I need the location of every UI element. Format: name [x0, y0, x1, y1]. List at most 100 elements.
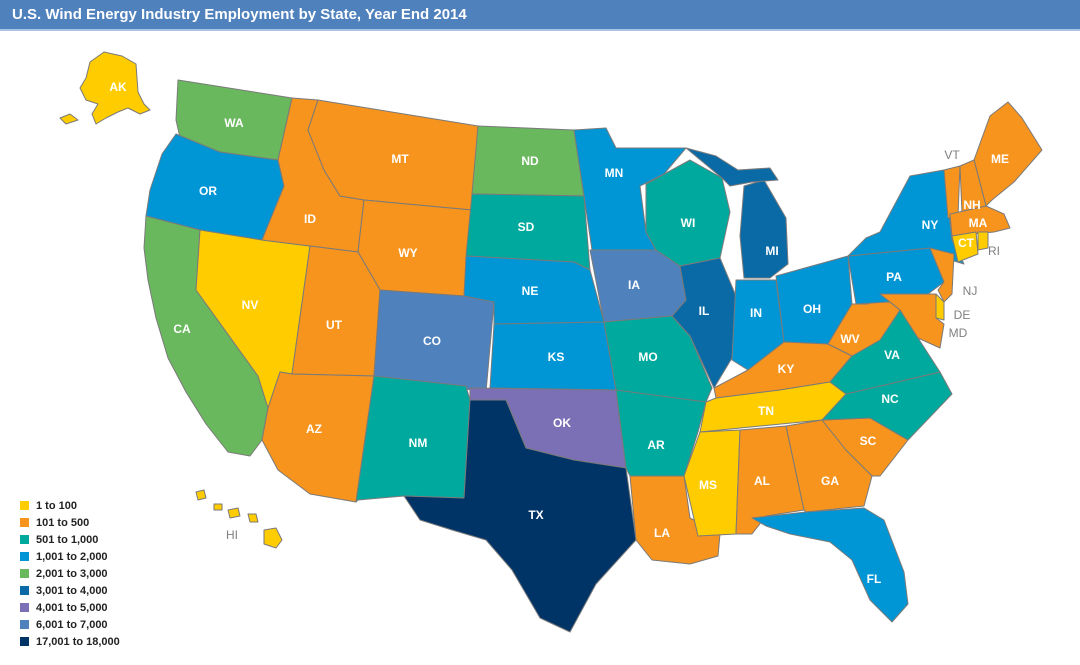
state-label-ia: IA: [628, 278, 640, 292]
state-shape-ms: [683, 429, 741, 537]
state-label-ks: KS: [548, 350, 565, 364]
state-co: [373, 289, 495, 393]
legend-item: 4,001 to 5,000: [20, 599, 120, 616]
state-shape-hi: [247, 513, 259, 523]
state-label-ri: RI: [988, 244, 1000, 258]
state-label-sd: SD: [518, 220, 535, 234]
state-shape-mi: [739, 179, 789, 279]
state-label-ny: NY: [922, 218, 939, 232]
legend-item: 6,001 to 7,000: [20, 616, 120, 633]
state-shape-hi: [227, 507, 241, 519]
legend-swatch: [20, 620, 29, 629]
state-shape-mi: [685, 147, 779, 187]
state-ct: [951, 231, 979, 263]
state-label-md: MD: [949, 326, 968, 340]
state-shape-md: [879, 293, 945, 349]
state-shape-ak: [59, 113, 79, 125]
state-label-nc: NC: [881, 392, 899, 406]
state-shape-co: [373, 289, 495, 393]
state-label-de: DE: [954, 308, 971, 322]
legend-label: 101 to 500: [36, 516, 90, 529]
state-tx: [403, 399, 637, 633]
legend-swatch: [20, 637, 29, 646]
legend-item: 2,001 to 3,000: [20, 565, 120, 582]
legend-label: 501 to 1,000: [36, 533, 99, 546]
state-label-ms: MS: [699, 478, 717, 492]
state-label-az: AZ: [306, 422, 322, 436]
state-label-ct: CT: [958, 236, 975, 250]
state-label-nh: NH: [963, 198, 980, 212]
state-shape-az: [261, 371, 375, 503]
state-label-nm: NM: [409, 436, 428, 450]
state-label-pa: PA: [886, 270, 902, 284]
state-label-ok: OK: [553, 416, 571, 430]
legend-swatch: [20, 603, 29, 612]
state-label-ky: KY: [778, 362, 795, 376]
state-label-ne: NE: [522, 284, 539, 298]
state-label-il: IL: [699, 304, 710, 318]
legend-item: 501 to 1,000: [20, 531, 120, 548]
state-label-mt: MT: [391, 152, 409, 166]
state-label-ma: MA: [969, 216, 988, 230]
state-label-nv: NV: [242, 298, 259, 312]
state-label-ga: GA: [821, 474, 839, 488]
state-label-nj: NJ: [963, 284, 978, 298]
legend-label: 17,001 to 18,000: [36, 635, 120, 648]
state-ak: [59, 51, 151, 125]
state-md: [879, 293, 945, 349]
state-label-mn: MN: [605, 166, 624, 180]
state-label-tx: TX: [528, 508, 543, 522]
state-az: [261, 371, 375, 503]
state-label-wy: WY: [398, 246, 417, 260]
state-shape-hi: [213, 503, 223, 511]
state-mn: [573, 127, 687, 251]
legend-label: 3,001 to 4,000: [36, 584, 108, 597]
state-label-la: LA: [654, 526, 670, 540]
state-label-ak: AK: [109, 80, 127, 94]
state-hi: [195, 489, 283, 549]
state-label-co: CO: [423, 334, 441, 348]
state-shape-fl: [751, 507, 909, 623]
state-shape-ri: [977, 231, 989, 251]
legend-label: 6,001 to 7,000: [36, 618, 108, 631]
state-label-ut: UT: [326, 318, 343, 332]
state-shape-ct: [951, 231, 979, 263]
state-label-hi: HI: [226, 528, 238, 542]
legend-item: 101 to 500: [20, 514, 120, 531]
state-label-fl: FL: [867, 572, 882, 586]
state-label-in: IN: [750, 306, 762, 320]
state-label-ar: AR: [647, 438, 665, 452]
legend-label: 4,001 to 5,000: [36, 601, 108, 614]
map-title: U.S. Wind Energy Industry Employment by …: [12, 6, 467, 23]
legend-item: 1 to 100: [20, 497, 120, 514]
state-shape-mn: [573, 127, 687, 251]
state-label-ca: CA: [173, 322, 191, 336]
state-shape-hi: [195, 489, 207, 501]
state-mi: [685, 147, 789, 279]
state-shape-ak: [79, 51, 151, 125]
state-label-wi: WI: [681, 216, 696, 230]
state-fl: [751, 507, 909, 623]
state-label-al: AL: [754, 474, 770, 488]
state-label-tn: TN: [758, 404, 774, 418]
state-shape-hi: [263, 527, 283, 549]
state-label-oh: OH: [803, 302, 821, 316]
legend-swatch: [20, 552, 29, 561]
legend-label: 1 to 100: [36, 499, 77, 512]
state-ri: [977, 231, 989, 251]
us-map: AK HI WA OR CA NV ID MT WY UT AZ CO NM ND SD NE KS OK TX MN…: [59, 51, 1043, 633]
state-label-mo: MO: [638, 350, 657, 364]
state-la: [629, 475, 721, 565]
state-me: [973, 101, 1043, 207]
legend-item: 17,001 to 18,000: [20, 633, 120, 650]
state-ms: [683, 429, 741, 537]
state-label-me: ME: [991, 152, 1009, 166]
state-label-id: ID: [304, 212, 316, 226]
legend-item: 1,001 to 2,000: [20, 548, 120, 565]
state-label-sc: SC: [860, 434, 877, 448]
state-label-wv: WV: [840, 332, 859, 346]
state-label-wa: WA: [224, 116, 244, 130]
legend-label: 1,001 to 2,000: [36, 550, 108, 563]
state-shape-me: [973, 101, 1043, 207]
title-bar: U.S. Wind Energy Industry Employment by …: [0, 0, 1080, 31]
